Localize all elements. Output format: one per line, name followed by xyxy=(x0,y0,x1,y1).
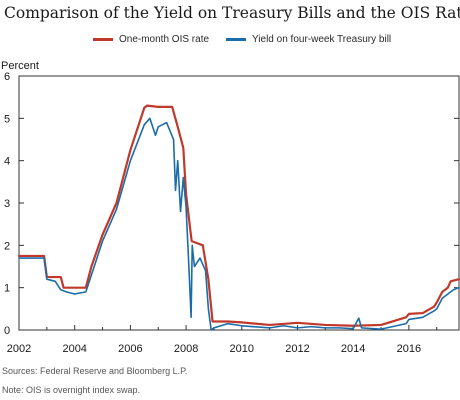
series-line-ois xyxy=(17,104,460,327)
y-tick-label: 4 xyxy=(4,156,10,168)
chart-axes: 0 1 2 3 4 5 6 2002 2004 2006 2008 2010 2012 2014 2016 xyxy=(4,71,460,355)
legend-label-ois: One-month OIS rate xyxy=(119,34,210,45)
legend-swatch-ois xyxy=(93,38,113,41)
series-line-tbill xyxy=(18,117,460,331)
y-axis-unit-label: Percent xyxy=(1,60,39,72)
x-tick-label: 2002 xyxy=(7,343,31,355)
footnote: Note: OIS is overnight index swap. xyxy=(2,385,141,395)
legend-item-tbill: Yield on four-week Treasury bill xyxy=(226,34,391,45)
x-tick-label: 2004 xyxy=(62,343,86,355)
x-tick-label: 2014 xyxy=(341,343,365,355)
legend-label-tbill: Yield on four-week Treasury bill xyxy=(252,34,392,45)
chart-series xyxy=(17,104,460,331)
y-tick-label: 3 xyxy=(4,198,10,210)
y-tick-label: 1 xyxy=(4,283,10,295)
x-tick-label: 2012 xyxy=(285,343,309,355)
y-tick-label: 5 xyxy=(4,113,10,125)
y-tick-label: 2 xyxy=(4,240,10,252)
x-tick-label: 2006 xyxy=(118,343,142,355)
legend-item-ois: One-month OIS rate xyxy=(93,34,209,45)
x-tick-label: 2008 xyxy=(174,343,198,355)
chart-title: Comparison of the Yield on Treasury Bill… xyxy=(4,4,460,22)
sources-note: Sources: Federal Reserve and Bloomberg L… xyxy=(2,366,188,376)
x-tick-label: 2016 xyxy=(397,343,421,355)
x-tick-label: 2010 xyxy=(230,343,254,355)
y-tick-label: 0 xyxy=(4,325,10,337)
legend-swatch-tbill xyxy=(226,38,246,41)
legend: One-month OIS rate Yield on four-week Tr… xyxy=(0,34,460,48)
y-tick-label: 6 xyxy=(4,71,10,83)
